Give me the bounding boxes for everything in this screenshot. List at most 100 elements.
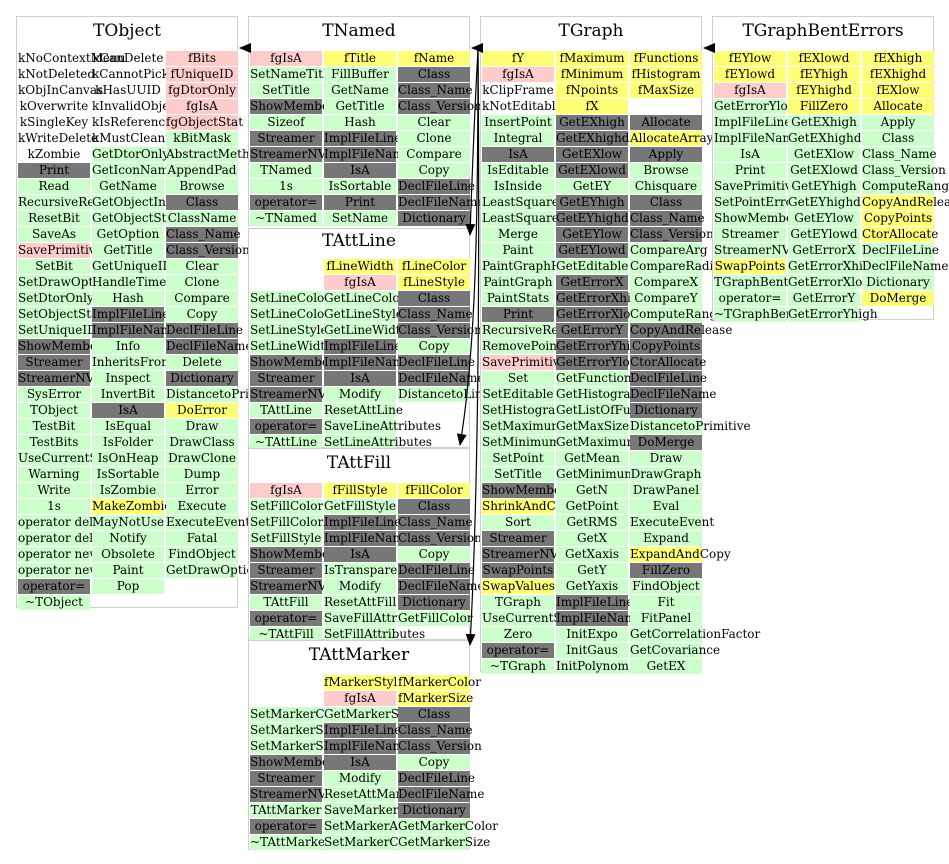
member-cell: operator= (482, 643, 554, 658)
member-cell: Allocate (630, 115, 702, 130)
member-cell: fEYhighd (788, 83, 860, 98)
member-cell: Copy (398, 755, 470, 770)
member-cell: operator= (250, 419, 322, 434)
member-cell: fgIsA (250, 483, 322, 498)
member-cell: AppendPad (166, 163, 238, 178)
member-cell: Zero (482, 627, 554, 642)
member-cell: ClassName (166, 211, 238, 226)
member-cell: Modify (324, 579, 396, 594)
member-cell: kZombie (27, 147, 81, 161)
member-cell: SetMaximum (482, 419, 563, 434)
member-cell: TestBit (18, 419, 90, 434)
member-cell: operator delete (18, 515, 113, 530)
member-cell: Class (630, 195, 702, 210)
member-cell: Apply (630, 147, 702, 162)
member-cell: Inspect (92, 371, 164, 386)
member-cell: SetLineWidth (250, 339, 333, 354)
member-cell: Class_Version (398, 99, 482, 114)
member-cell: GetOption (92, 227, 164, 242)
member-cell: FillZero (630, 563, 702, 578)
member-cell: RemovePoint (482, 339, 562, 354)
member-cell: fgIsA (324, 691, 396, 706)
member-cell: kCannotPick (92, 67, 170, 81)
member-cell: TAttLine (250, 403, 322, 418)
member-cell: IsA (324, 547, 396, 562)
member-cell: fFillColor (398, 483, 470, 498)
member-cell: Fit (630, 595, 702, 610)
member-cell: GetEXlow (788, 147, 860, 162)
member-cell: TObject (18, 403, 90, 418)
member-cell: GetEYhighd (788, 195, 861, 210)
member-cell: fLineWidth (324, 259, 396, 274)
member-cell: GetMarkerSize (398, 835, 491, 850)
member-cell: ExecuteEvent (166, 515, 251, 530)
member-cell: kMustCleanup (92, 131, 181, 145)
member-cell: DeclFileLine (398, 179, 476, 194)
member-cell: Browse (630, 163, 702, 178)
member-cell: ImplFileName (556, 611, 643, 626)
member-cell: GetX (556, 531, 628, 546)
member-cell: Streamer (714, 227, 786, 242)
member-cell: ShowMembers (250, 99, 341, 114)
member-cell: FindObject (630, 579, 702, 594)
member-cell: SaveAs (18, 227, 90, 242)
member-cell: SetFillColor (250, 499, 324, 514)
member-cell: Dictionary (398, 803, 470, 818)
member-cell: operator= (250, 611, 322, 626)
class-box-tgraph: TGraph fY fgIsA kClipFrame kNotEditable Inse… (480, 16, 760, 674)
member-cell: CopyAndRelease (862, 195, 949, 210)
member-cell: fY (482, 51, 554, 66)
member-cell: MakeZombie (92, 499, 172, 514)
member-cell: kObjInCanvas (18, 83, 104, 97)
member-cell: Print (482, 307, 554, 322)
member-cell: fNpoints (556, 83, 628, 98)
member-cell: GetName (324, 83, 396, 98)
member-cell: ComputeRange (862, 179, 949, 194)
member-cell: ImplFileName (92, 323, 179, 338)
class-title: TGraphBentErrors (742, 21, 904, 41)
member-cell: Notify (92, 531, 164, 546)
member-cell: Paint (482, 243, 554, 258)
member-cell: Set (482, 371, 554, 386)
member-cell: kOverwrite (19, 99, 89, 113)
member-cell: DeclFileLine (862, 243, 940, 258)
member-cell: SetNameTitle (250, 67, 334, 82)
member-cell: GetMaxSize (556, 419, 630, 434)
member-cell: Modify (324, 771, 396, 786)
member-cell: LeastSquareFit (482, 195, 576, 210)
member-cell: GetEYhighd (556, 211, 629, 226)
member-cell: fLineColor (398, 259, 470, 274)
member-cell: DrawClone (166, 451, 238, 466)
member-cell: ~TGraph (482, 659, 554, 674)
member-cell: DeclFileName (166, 339, 253, 354)
member-cell: IsA (482, 147, 554, 162)
member-cell: Integral (482, 131, 554, 146)
member-cell: GetMinimum (556, 467, 636, 482)
member-cell: GetFunction (556, 371, 632, 386)
member-cell: InsertPoint (482, 115, 554, 130)
member-cell: ShowMembers (250, 355, 341, 370)
member-cell: ~TAttFill (250, 627, 322, 642)
member-cell: Streamer (250, 371, 322, 386)
member-cell: Print (324, 195, 396, 210)
member-cell: kHasUUID (95, 83, 161, 97)
member-cell: IsA (714, 147, 786, 162)
member-cell: GetErrorXhigh (556, 291, 647, 306)
class-box-tnamed: TNamed fgIsA SetNameTitle SetTitle ShowMemb… (248, 16, 485, 226)
member-cell: fMaximum (556, 51, 628, 66)
member-cell: GetY (556, 563, 628, 578)
member-cell: SetTitle (250, 83, 322, 98)
member-cell: fFillStyle (324, 483, 396, 498)
member-cell: Class_Name (398, 83, 473, 98)
member-cell: Dictionary (862, 275, 934, 290)
member-cell: SavePrimitive (482, 355, 567, 370)
member-cell: Class (398, 67, 470, 82)
member-cell: Class_Name (398, 723, 473, 738)
member-cell: PaintGraph (482, 275, 554, 290)
member-cell: CtorAllocate (862, 227, 939, 242)
member-cell: AllocateArrays (630, 131, 720, 146)
member-cell: Class (398, 499, 470, 514)
member-cell: Write (18, 483, 90, 498)
member-cell: Streamer (250, 563, 322, 578)
member-cell: fgIsA (714, 83, 786, 98)
